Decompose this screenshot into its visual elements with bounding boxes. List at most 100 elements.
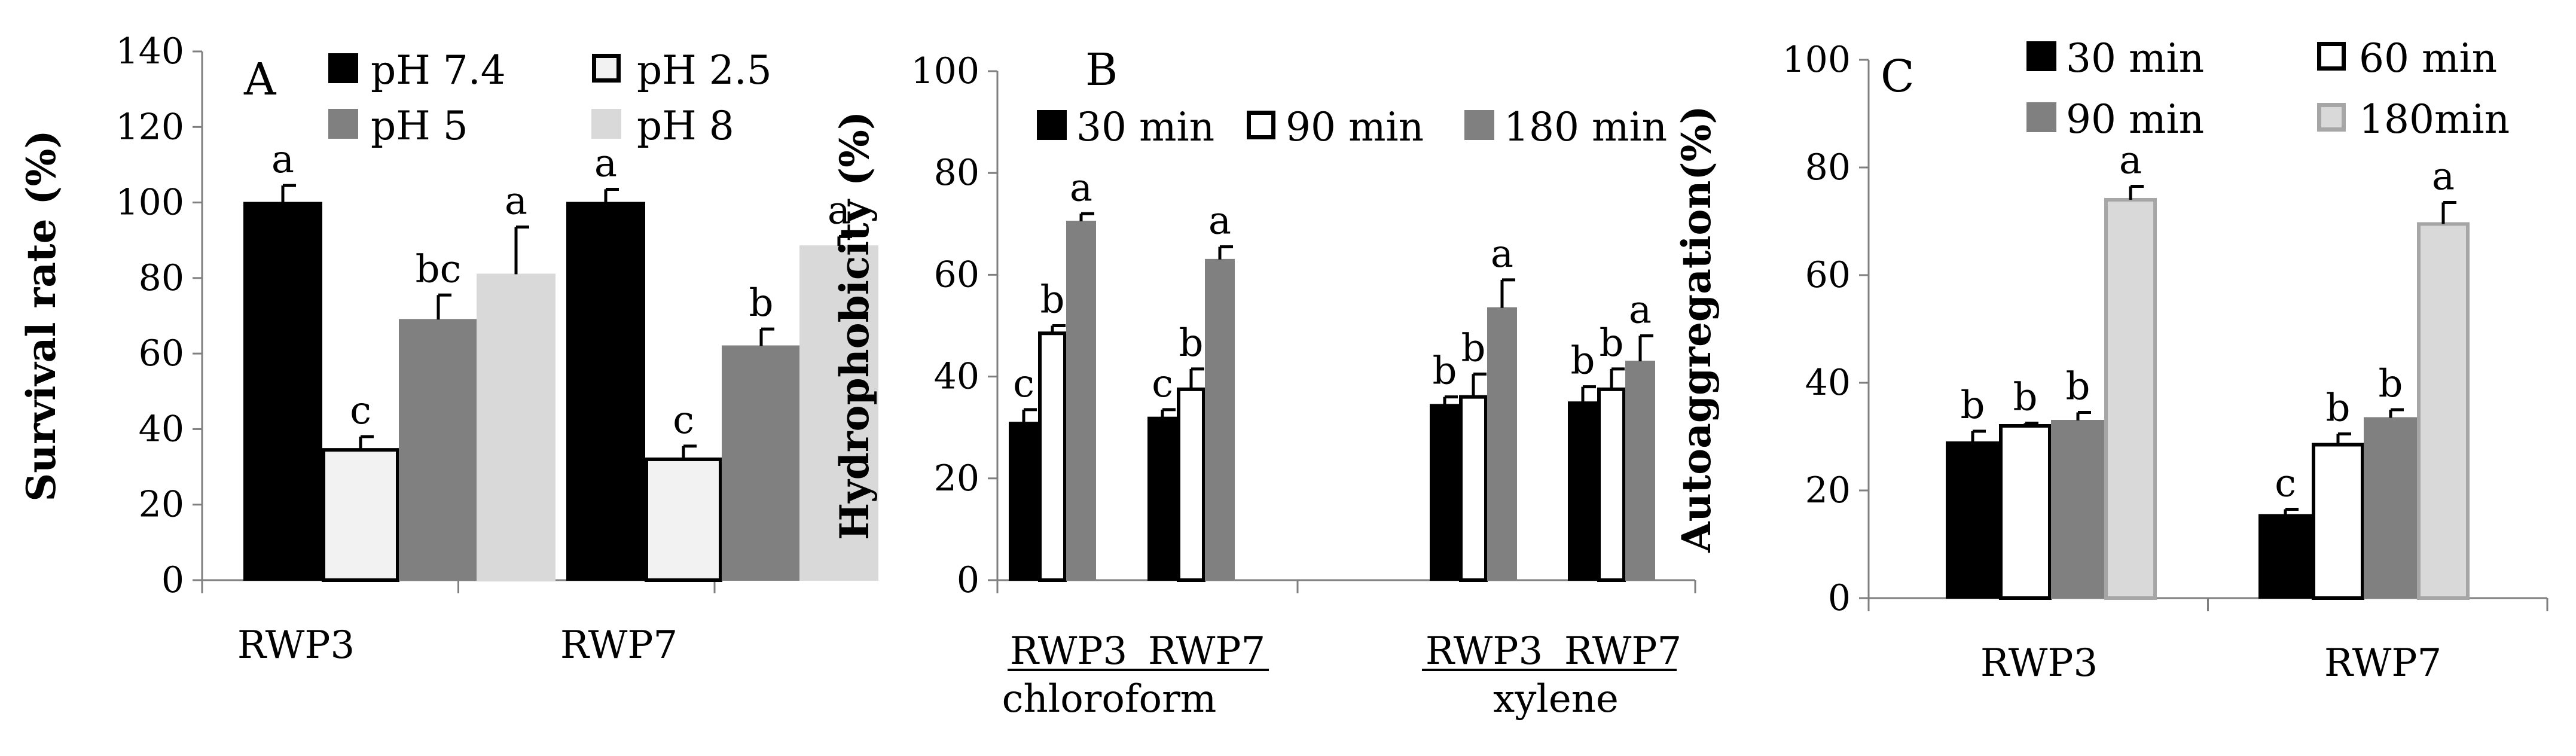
legend-label: pH 5 [371,103,468,149]
significance-letter: a [1491,232,1513,276]
category-label: RWP7 [1564,629,1681,673]
significance-letter: c [673,398,694,443]
y-tick-label: 60 [1805,254,1851,296]
y-tick-label: 140 [115,31,184,72]
group-label: chloroform [1002,677,1217,721]
legend-swatch [328,53,358,83]
bar [1946,441,2000,599]
significance-letter: bc [416,247,462,291]
bar [1430,404,1460,581]
significance-letter: b [2013,376,2038,420]
legend-label: 30 min [2066,35,2204,81]
y-tick-label: 80 [934,152,979,194]
y-tick-label: 40 [1805,362,1851,404]
bar [1009,422,1039,581]
legend-label: 60 min [2359,35,2497,81]
panel-a-chart: 0 20 40 60 80 100 120 140 Survival rate (%) Aa a c c… [18,31,878,667]
bar [1038,331,1067,582]
y-tick-label: 80 [1805,147,1851,188]
significance-letter: a [1070,166,1092,210]
legend-label: pH 7.4 [371,47,506,93]
significance-letter: a [594,141,617,185]
y-tick-label: 20 [934,458,979,499]
bar [2312,443,2364,600]
significance-letter: c [2275,462,2296,506]
legend-label: pH 8 [637,103,734,149]
significance-letter: c [350,389,371,433]
significance-letter: b [2326,386,2351,431]
bar [1205,258,1235,581]
legend-label: pH 2.5 [637,47,772,93]
significance-letter: a [271,138,294,182]
category-label: RWP3 [237,623,355,667]
legend-swatch [2026,102,2056,132]
y-tick-label: 20 [1805,470,1851,511]
bar [799,245,878,581]
category-label: RWP3 [1010,629,1127,673]
legend-label: 180min [2359,96,2510,142]
y-tick-label: 40 [934,356,979,398]
significance-letter: a [505,179,527,224]
y-tick-label: 60 [934,254,979,295]
significance-letter: b [1040,278,1065,322]
y-tick-label: 20 [139,484,184,526]
significance-letter: a [2119,139,2142,183]
bar [566,202,645,581]
bar [243,202,322,581]
significance-letter: b [1433,349,1457,394]
category-label: RWP7 [2324,641,2441,685]
bar [1625,361,1655,581]
y-tick-label: 100 [115,182,184,224]
bar [322,448,399,583]
bar [1147,416,1177,581]
bar [1066,221,1096,581]
legend-swatch [1464,110,1494,140]
significance-letter: c [1013,362,1034,406]
bar [2364,417,2418,599]
category-label: RWP7 [1148,629,1265,673]
legend-swatch [2317,103,2346,132]
bar [2104,198,2157,600]
bar [2417,222,2470,600]
legend-label: 90 min [1286,104,1424,150]
bar [1459,395,1488,582]
y-tick-label: 60 [139,333,184,374]
y-tick-label: 100 [911,50,979,92]
legend-swatch [2317,42,2346,71]
panel-label: B [1085,44,1118,96]
significance-letter: b [1571,339,1595,383]
legend-label: 180 min [1504,104,1667,150]
significance-letter: b [2379,362,2403,406]
y-axis-title: Survival rate (%) [18,130,65,501]
y-tick-label: 100 [1782,39,1851,81]
bar [1568,401,1598,581]
category-label: RWP3 [1426,629,1543,673]
significance-letter: b [2066,365,2090,409]
bar [645,457,722,583]
significance-letter: b [1179,321,1204,365]
legend-swatch [592,54,621,83]
significance-letter: b [749,281,774,325]
legend-label: 90 min [2066,96,2204,142]
y-tick-label: 120 [115,106,184,148]
bar [399,319,478,581]
y-tick-label: 0 [1828,577,1851,619]
y-tick-label: 80 [139,257,184,299]
significance-letter: a [2432,155,2455,199]
bar [1597,387,1626,582]
legend-swatch [591,109,621,139]
panel-label: C [1881,51,1915,102]
bar [477,273,556,581]
bar [2051,420,2105,599]
y-tick-label: 0 [161,559,184,601]
bar [2258,514,2312,599]
y-tick-label: 0 [957,559,979,601]
bar [1177,387,1205,582]
significance-letter: a [1208,199,1231,243]
legend-swatch [2026,41,2056,71]
category-label: RWP3 [1980,641,2098,685]
category-label: RWP7 [560,623,677,667]
